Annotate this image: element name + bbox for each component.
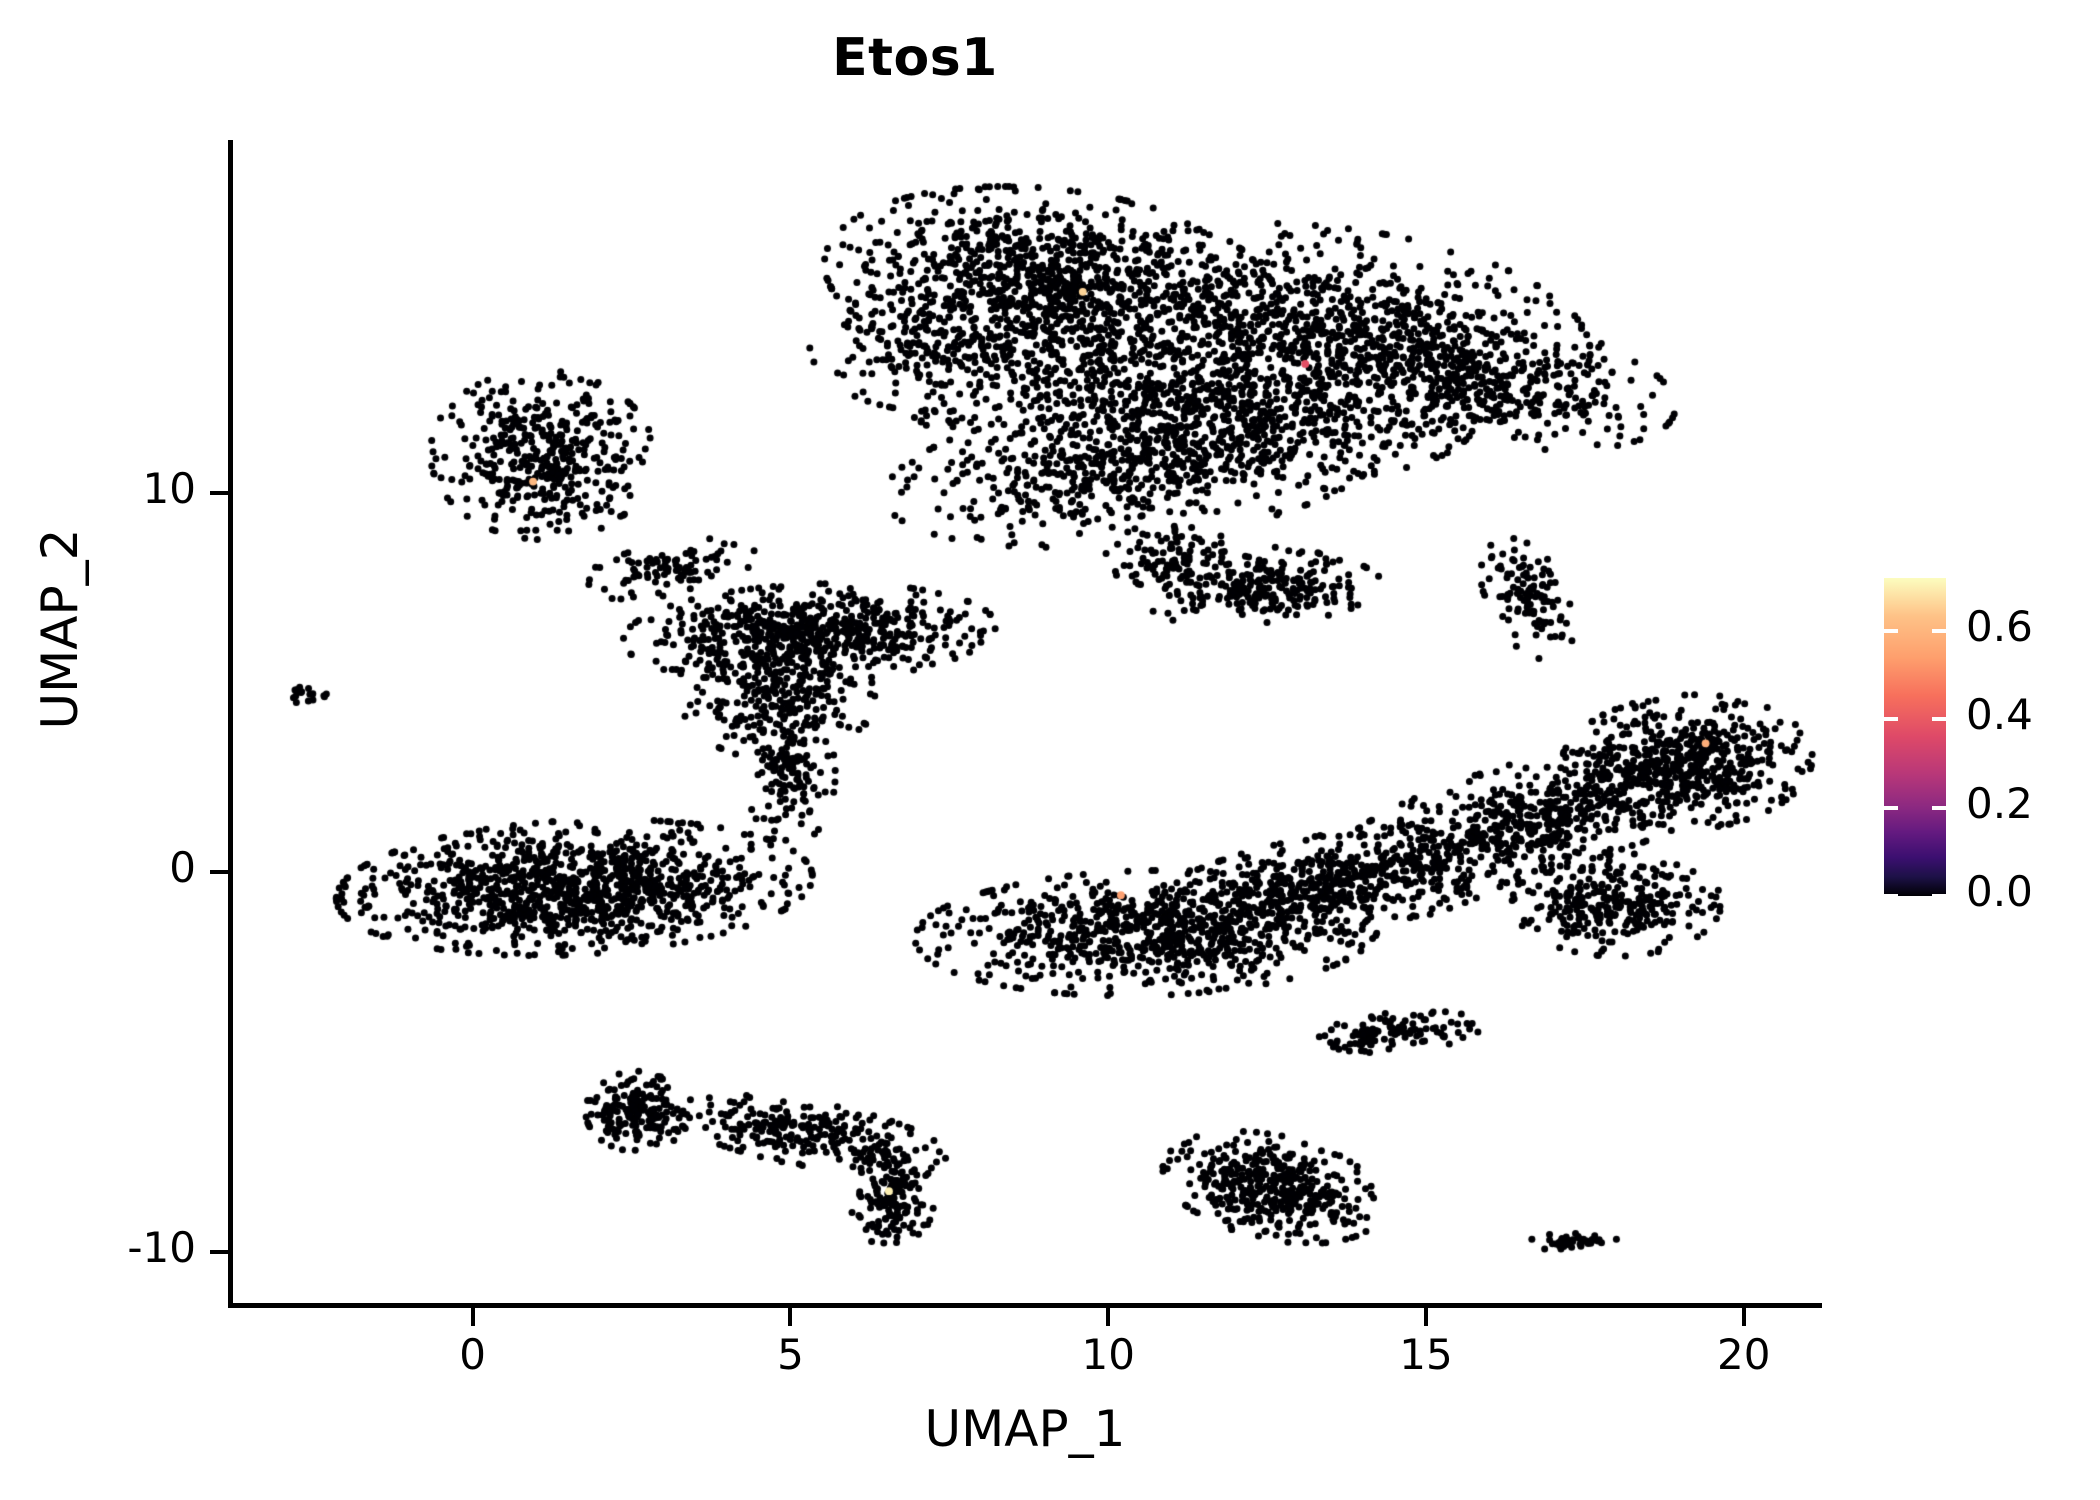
- x-tick-mark: [1741, 1308, 1746, 1326]
- x-tick-label: 20: [1717, 1330, 1771, 1379]
- y-axis-spine: [228, 140, 233, 1308]
- x-tick-mark: [788, 1308, 793, 1326]
- x-tick-label: 10: [1081, 1330, 1135, 1379]
- colorbar-tick-mark: [1932, 717, 1946, 722]
- colorbar-tick-label: 0.4: [1966, 690, 2033, 740]
- colorbar-tick-mark: [1884, 629, 1898, 633]
- colorbar-gradient: [1884, 578, 1946, 896]
- y-tick-mark: [210, 870, 228, 875]
- plot-area: [228, 140, 1820, 1305]
- colorbar-tick-label: 0.6: [1966, 602, 2033, 651]
- colorbar-tick-mark: [1932, 629, 1946, 633]
- y-tick-label: 0: [169, 843, 196, 893]
- y-tick-label: 10: [142, 463, 196, 513]
- colorbar-tick-label: 0.0: [1966, 867, 2033, 916]
- y-tick-mark: [210, 490, 228, 495]
- scatter-canvas: [228, 140, 1820, 1305]
- x-tick-label: 5: [777, 1330, 804, 1379]
- y-tick-mark: [210, 1249, 228, 1254]
- x-tick-label: 15: [1399, 1330, 1453, 1379]
- colorbar-tick-mark: [1932, 805, 1946, 810]
- page-title: Etos1: [832, 28, 998, 88]
- colorbar-tick-mark: [1932, 894, 1946, 898]
- x-tick-mark: [1423, 1308, 1428, 1326]
- y-tick-label: -10: [127, 1222, 196, 1272]
- colorbar-tick-mark: [1884, 894, 1898, 898]
- x-tick-label: 0: [459, 1330, 487, 1379]
- colorbar-tick-mark: [1884, 805, 1898, 810]
- x-axis-spine: [228, 1303, 1822, 1308]
- colorbar: [1884, 578, 1946, 898]
- colorbar-tick-mark: [1884, 717, 1898, 722]
- x-tick-mark: [470, 1308, 475, 1326]
- colorbar-tick-label: 0.2: [1966, 778, 2033, 828]
- x-axis-label: UMAP_1: [924, 1400, 1126, 1458]
- x-tick-mark: [1106, 1308, 1111, 1326]
